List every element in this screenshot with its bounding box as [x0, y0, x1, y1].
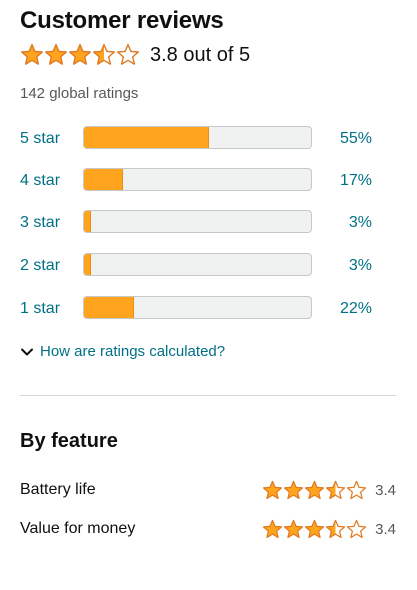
feature-stars: [262, 519, 367, 540]
feature-rating-value: 3.4: [375, 481, 396, 499]
histogram-label[interactable]: 1 star: [20, 300, 61, 317]
feature-row-value-for-money: Value for money 3.4: [20, 518, 396, 542]
histogram-percent[interactable]: 22%: [339, 300, 372, 317]
histogram-percent[interactable]: 3%: [348, 214, 372, 231]
star-full-icon: [69, 43, 91, 65]
star-half-icon: [326, 480, 346, 499]
star-empty-icon: [117, 43, 139, 65]
feature-rating: 3.4: [262, 518, 396, 540]
page-title: Customer reviews: [20, 7, 224, 34]
histogram-row-1-star[interactable]: 1 star 22%: [20, 296, 372, 322]
histogram-row-5-star[interactable]: 5 star 55%: [20, 126, 372, 152]
histogram-bar[interactable]: [83, 126, 312, 149]
rating-summary-text: 3.8 out of 5: [150, 43, 251, 66]
feature-name: Value for money: [20, 520, 136, 537]
by-feature-heading: By feature: [20, 430, 118, 452]
star-full-icon: [305, 519, 325, 538]
histogram-label[interactable]: 4 star: [20, 172, 61, 189]
star-full-icon: [21, 43, 43, 65]
star-empty-icon: [347, 480, 367, 499]
total-ratings: 142 global ratings: [20, 85, 139, 102]
section-divider: [20, 395, 396, 396]
star-full-icon: [305, 480, 325, 499]
histogram-percent[interactable]: 55%: [339, 130, 372, 147]
histogram-percent[interactable]: 3%: [348, 257, 372, 274]
histogram-bar[interactable]: [83, 168, 312, 191]
histogram-bar-fill: [84, 254, 91, 275]
feature-name: Battery life: [20, 481, 96, 498]
how-ratings-calculated-label[interactable]: How are ratings calculated?: [40, 343, 226, 360]
chevron-down-icon[interactable]: [20, 345, 34, 359]
histogram-bar-fill: [84, 169, 123, 190]
histogram-bar-fill: [84, 127, 209, 148]
histogram-bar[interactable]: [83, 210, 312, 233]
feature-rating-value: 3.4: [375, 520, 396, 538]
histogram-bar-fill: [84, 297, 134, 318]
star-full-icon: [284, 519, 304, 538]
rating-summary: 3.8 out of 5: [20, 40, 250, 70]
summary-stars: [20, 43, 140, 67]
histogram-bar[interactable]: [83, 253, 312, 276]
histogram-label[interactable]: 2 star: [20, 257, 61, 274]
star-half-icon: [326, 519, 346, 538]
histogram-percent[interactable]: 17%: [339, 172, 372, 189]
histogram-row-4-star[interactable]: 4 star 17%: [20, 168, 372, 194]
star-full-icon: [284, 480, 304, 499]
histogram-row-2-star[interactable]: 2 star 3%: [20, 253, 372, 279]
histogram-label[interactable]: 3 star: [20, 214, 61, 231]
feature-stars: [262, 480, 367, 501]
how-ratings-calculated-link[interactable]: How are ratings calculated?: [20, 343, 225, 360]
histogram-bar[interactable]: [83, 296, 312, 319]
star-half-icon: [93, 43, 115, 65]
star-full-icon: [263, 519, 283, 538]
feature-rating: 3.4: [262, 479, 396, 501]
star-full-icon: [45, 43, 67, 65]
histogram-row-3-star[interactable]: 3 star 3%: [20, 210, 372, 236]
histogram-bar-fill: [84, 211, 91, 232]
star-full-icon: [263, 480, 283, 499]
feature-row-battery-life: Battery life 3.4: [20, 479, 396, 503]
star-empty-icon: [347, 519, 367, 538]
histogram-label[interactable]: 5 star: [20, 130, 61, 147]
